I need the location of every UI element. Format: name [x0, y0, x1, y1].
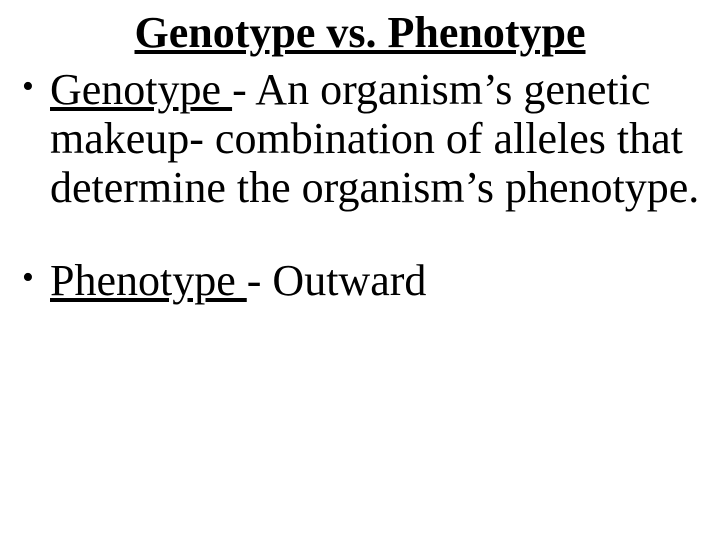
term-phenotype: Phenotype [50, 256, 247, 305]
list-item: Phenotype - Outward [20, 256, 700, 305]
bullet-list: Genotype - An organism’s genetic makeup-… [20, 65, 700, 306]
term-genotype: Genotype [50, 65, 232, 114]
definition-text: - Outward [247, 256, 427, 305]
slide: Genotype vs. Phenotype Genotype - An org… [0, 0, 720, 540]
slide-title: Genotype vs. Phenotype [20, 8, 700, 59]
list-item: Genotype - An organism’s genetic makeup-… [20, 65, 700, 213]
